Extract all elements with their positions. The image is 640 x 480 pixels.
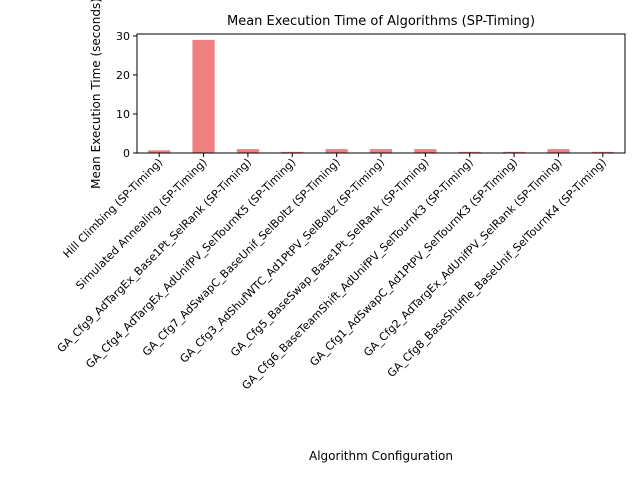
y-tick-label: 20 xyxy=(116,69,130,82)
y-tick-label: 30 xyxy=(116,30,130,43)
bar xyxy=(458,151,481,153)
y-axis: 0 10 20 30 xyxy=(116,30,137,160)
bar xyxy=(503,151,526,153)
y-axis-label: Mean Execution Time (seconds) xyxy=(89,0,103,189)
x-axis-label: Algorithm Configuration xyxy=(309,449,453,463)
bar xyxy=(148,150,171,153)
bar xyxy=(414,149,437,153)
bar xyxy=(281,151,304,153)
bar xyxy=(325,149,348,153)
bar xyxy=(369,149,393,153)
bar xyxy=(192,39,215,153)
bars xyxy=(148,39,614,153)
y-tick-label: 0 xyxy=(123,147,130,160)
bar xyxy=(591,151,614,153)
bar xyxy=(236,149,259,153)
y-tick-label: 10 xyxy=(116,108,130,121)
chart-title: Mean Execution Time of Algorithms (SP-Ti… xyxy=(227,14,535,29)
bar xyxy=(547,149,570,153)
plot-frame xyxy=(136,33,626,154)
